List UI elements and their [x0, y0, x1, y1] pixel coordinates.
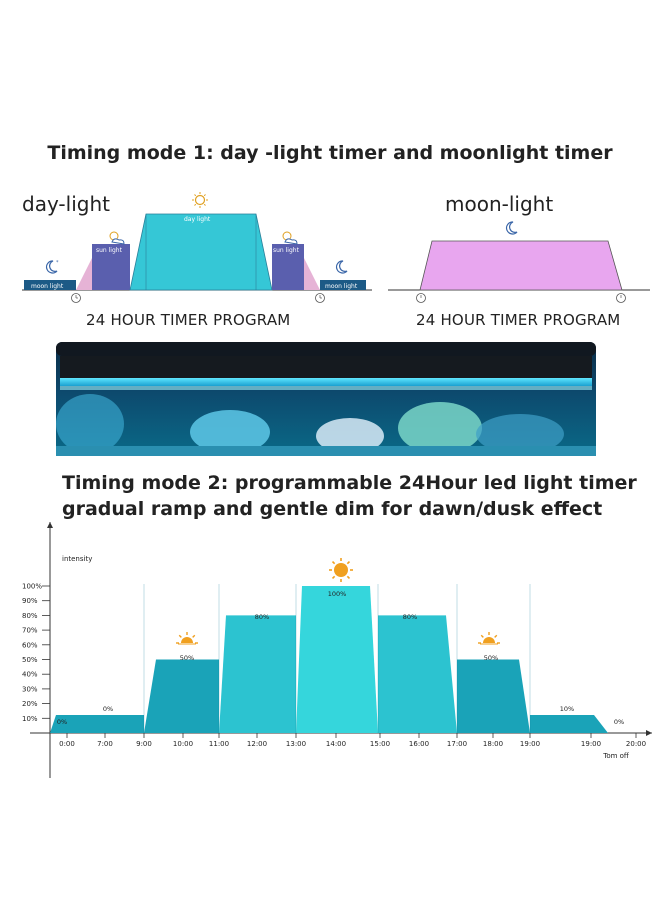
y-tick-label: 80% — [22, 612, 38, 620]
clock-icon — [616, 293, 626, 303]
label-100: 100% — [328, 590, 347, 598]
sun-light-left-block — [92, 244, 130, 290]
x-axis-note: Tom off — [602, 752, 629, 760]
sunrise-icon — [176, 632, 198, 645]
y-tick-label: 100% — [22, 583, 42, 591]
moon-light-right-bar — [320, 280, 366, 290]
x-tick-label: 16:00 — [409, 740, 429, 748]
moon-light-left-bar — [24, 280, 76, 290]
clock-icon — [416, 293, 426, 303]
x-tick-label: 12:00 — [247, 740, 267, 748]
y-tick-label: 50% — [22, 656, 38, 664]
clock-icon — [71, 293, 81, 303]
y-tick-label: 20% — [22, 700, 38, 708]
step-0-left — [50, 715, 144, 733]
moon-light-right-text: moon light — [325, 283, 358, 290]
sun-light-left-text: sun light — [96, 247, 123, 254]
moon-icon — [335, 260, 348, 274]
x-tick-label: 9:00 — [136, 740, 152, 748]
y-tick-label: 30% — [22, 685, 38, 693]
step-100 — [296, 586, 378, 733]
label-50-right: 50% — [484, 654, 498, 662]
label-80-right: 80% — [403, 613, 417, 621]
y-tick-label: 90% — [22, 597, 38, 605]
mode2-title: Timing mode 2: programmable 24Hour led l… — [62, 470, 637, 522]
moon-icon — [505, 221, 518, 235]
sun-cloud-icon — [109, 231, 125, 245]
x-tick-label: 11:00 — [209, 740, 229, 748]
step-80-left — [219, 615, 296, 733]
x-tick-label: 0:00 — [59, 740, 75, 748]
step-10-right — [530, 715, 608, 733]
right-ramp — [304, 258, 320, 290]
x-tick-label: 14:00 — [326, 740, 346, 748]
mode2-title-line1: Timing mode 2: programmable 24Hour led l… — [62, 472, 637, 494]
moon-light-left-text: moon light — [31, 283, 64, 290]
x-tick-label: 18:00 — [483, 740, 503, 748]
x-tick-label: 10:00 — [173, 740, 193, 748]
moon-light-block — [419, 240, 623, 291]
sun-light-right-text: sun light — [273, 247, 300, 254]
svg-text:*: * — [56, 260, 59, 266]
y-tick-label: 60% — [22, 641, 38, 649]
label-0-right: 0% — [614, 718, 624, 726]
y-tick-label: 10% — [22, 715, 38, 723]
x-tick-label: 7:00 — [97, 740, 113, 748]
y-tick-label: 70% — [22, 627, 38, 635]
moon-icon: * — [45, 260, 59, 274]
sun-icon — [329, 558, 353, 582]
aquarium-photo — [56, 342, 596, 456]
daylight-diagram: moon light sun light day light sun light… — [22, 192, 372, 303]
label-0-left: 0% — [57, 718, 67, 726]
label-80-left: 80% — [255, 613, 269, 621]
x-tick-label: 13:00 — [286, 740, 306, 748]
step-80-right — [378, 615, 457, 733]
sun-cloud-icon — [282, 231, 298, 245]
clock-icon — [315, 293, 325, 303]
moonlight-diagram — [388, 221, 650, 303]
x-tick-label: 19:00 — [520, 740, 540, 748]
moonlight-program-label: 24 HOUR TIMER PROGRAM — [416, 311, 621, 329]
y-axis-label: intensity — [62, 555, 92, 563]
sun-light-right-block — [272, 244, 304, 290]
x-tick-label: 20:00 — [626, 740, 646, 748]
mode1-title: Timing mode 1: day -light timer and moon… — [47, 142, 613, 164]
moonlight-label: moon-light — [445, 192, 554, 216]
label-0-mid: 0% — [103, 705, 113, 713]
x-tick-label: 19:00 — [581, 740, 601, 748]
left-ramp — [76, 258, 92, 290]
sunset-icon — [478, 632, 500, 645]
label-10-right: 10% — [560, 705, 574, 713]
step-50-left — [144, 659, 219, 733]
mode2-title-line2: gradual ramp and gentle dim for dawn/dus… — [62, 498, 603, 520]
step-50-right — [457, 659, 530, 733]
label-50-left: 50% — [180, 654, 194, 662]
x-tick-label: 15:00 — [370, 740, 390, 748]
daylight-label: day-light — [22, 192, 110, 216]
x-tick-label: 17:00 — [447, 740, 467, 748]
day-light-text: day light — [184, 216, 211, 223]
daylight-program-label: 24 HOUR TIMER PROGRAM — [86, 311, 291, 329]
y-tick-label: 40% — [22, 671, 38, 679]
x-axis-arrow — [646, 730, 652, 736]
sun-icon — [192, 192, 208, 208]
y-axis-arrow — [47, 522, 53, 528]
